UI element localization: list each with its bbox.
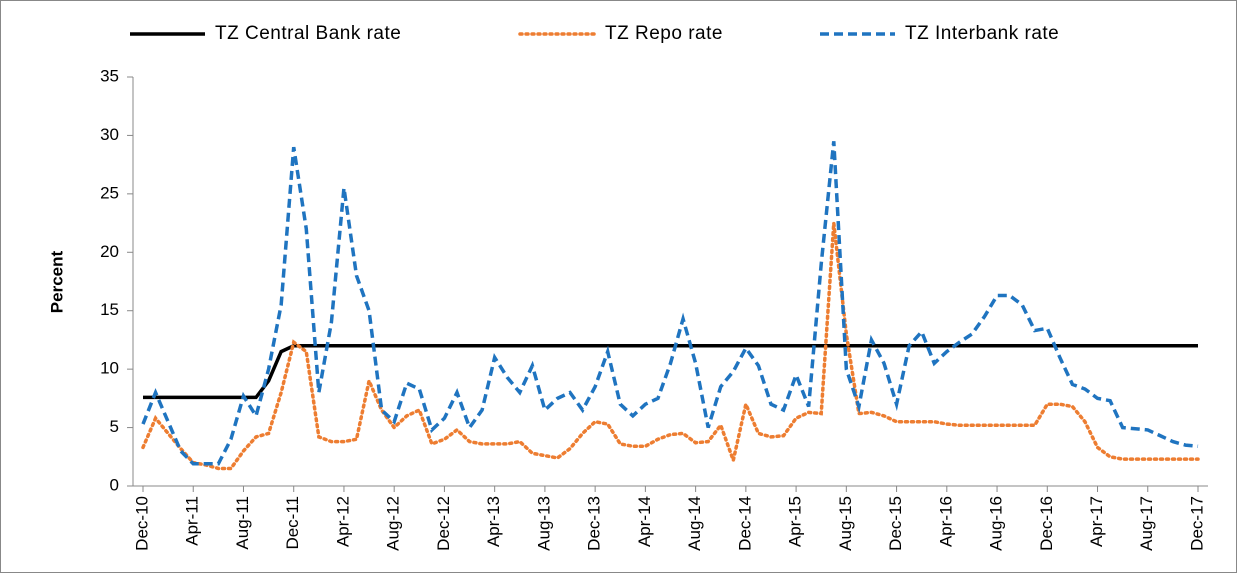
y-tick-label: 5	[110, 417, 119, 436]
x-tick-label: Aug-14	[685, 496, 704, 551]
series-line	[141, 222, 1200, 471]
x-tick-label: Apr-17	[1087, 496, 1106, 547]
y-tick-label: 10	[100, 359, 119, 378]
y-tick-label: 25	[100, 183, 119, 202]
legend-label: TZ Central Bank rate	[215, 23, 401, 44]
x-tick-label: Apr-15	[786, 496, 805, 547]
x-tick-label: Apr-11	[183, 496, 202, 546]
x-tick-label: Dec-14	[735, 496, 754, 551]
series-line	[141, 141, 1199, 466]
y-tick-label: 30	[100, 125, 119, 144]
legend-label: TZ Repo rate	[605, 23, 723, 44]
x-tick-label: Aug-12	[384, 496, 403, 551]
x-tick-label: Apr-14	[635, 496, 654, 547]
x-tick-label: Dec-12	[434, 496, 453, 551]
x-tick-label: Aug-16	[987, 496, 1006, 551]
y-tick-label: 35	[100, 66, 119, 85]
x-tick-label: Dec-10	[132, 496, 151, 551]
x-tick-label: Apr-16	[936, 496, 955, 547]
x-tick-label: Aug-13	[534, 496, 553, 551]
x-tick-label: Dec-16	[1037, 496, 1056, 551]
x-tick-label: Aug-15	[836, 496, 855, 551]
legend-label: TZ Interbank rate	[905, 23, 1059, 44]
x-tick-label: Dec-17	[1187, 496, 1206, 551]
x-tick-label: Aug-17	[1137, 496, 1156, 551]
x-tick-label: Dec-15	[886, 496, 905, 551]
x-tick-label: Aug-11	[233, 496, 252, 550]
y-axis-label: Percent	[47, 250, 66, 313]
y-tick-label: 0	[110, 475, 119, 494]
x-tick-label: Apr-12	[333, 496, 352, 547]
x-tick-label: Dec-11	[283, 496, 302, 550]
y-tick-label: 15	[100, 300, 119, 319]
x-tick-label: Dec-13	[585, 496, 604, 551]
x-tick-label: Apr-13	[484, 496, 503, 547]
y-tick-label: 20	[100, 242, 119, 261]
series-line	[143, 344, 1198, 400]
